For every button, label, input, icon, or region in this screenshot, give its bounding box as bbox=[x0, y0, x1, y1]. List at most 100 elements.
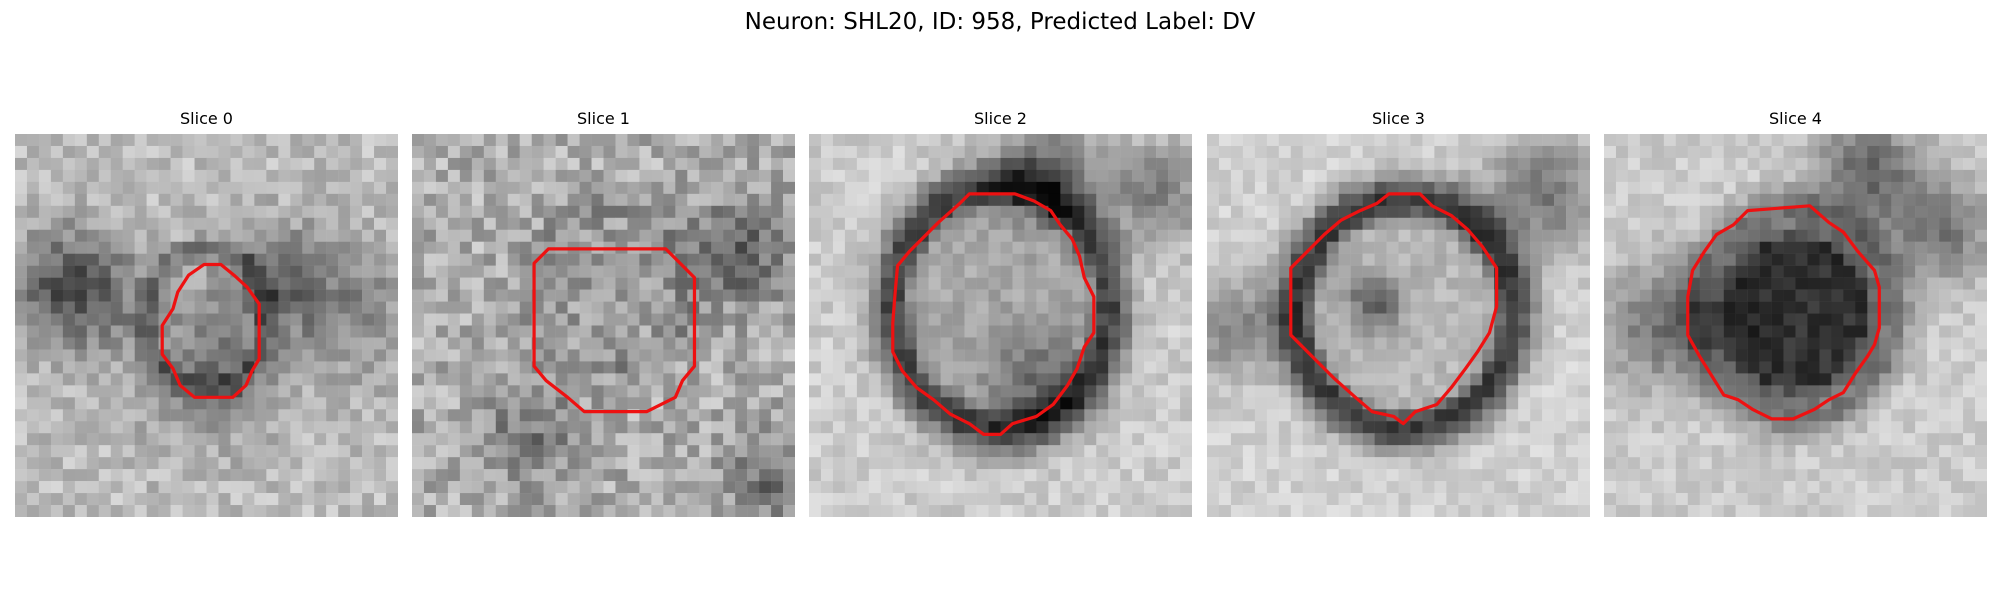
pixel bbox=[1867, 397, 1880, 410]
pixel bbox=[122, 169, 135, 183]
pixel bbox=[880, 301, 894, 314]
pixel bbox=[639, 169, 652, 183]
pixel bbox=[1759, 181, 1772, 195]
pixel bbox=[663, 481, 676, 494]
pixel bbox=[519, 289, 532, 302]
pixel bbox=[423, 469, 437, 482]
pixel bbox=[783, 145, 795, 159]
pixel bbox=[1362, 505, 1375, 517]
pixel bbox=[555, 349, 568, 362]
pixel bbox=[1060, 361, 1073, 374]
pixel bbox=[687, 433, 700, 446]
pixel bbox=[1470, 409, 1483, 422]
pixel bbox=[603, 253, 616, 266]
pixel bbox=[1338, 205, 1351, 219]
pixel bbox=[1604, 301, 1617, 314]
pixel bbox=[809, 217, 822, 230]
pixel bbox=[1723, 134, 1736, 147]
pixel bbox=[386, 277, 398, 290]
pixel bbox=[1687, 361, 1700, 374]
pixel bbox=[483, 349, 497, 362]
pixel bbox=[1903, 433, 1916, 446]
pixel bbox=[98, 265, 111, 278]
pixel bbox=[591, 481, 604, 494]
pixel bbox=[1266, 265, 1280, 278]
pixel bbox=[976, 181, 989, 195]
pixel bbox=[1795, 169, 1808, 183]
pixel bbox=[1855, 181, 1868, 195]
pixel bbox=[495, 373, 508, 386]
pixel bbox=[194, 409, 207, 422]
pixel bbox=[278, 229, 291, 242]
pixel bbox=[1446, 421, 1459, 434]
pixel bbox=[1963, 409, 1976, 422]
pixel bbox=[1807, 205, 1820, 219]
pixel bbox=[1072, 145, 1085, 159]
pixel bbox=[1651, 193, 1665, 207]
pixel bbox=[663, 181, 676, 195]
pixel bbox=[1386, 241, 1399, 254]
pixel bbox=[1314, 385, 1327, 398]
pixel bbox=[1362, 373, 1375, 386]
pixel bbox=[771, 193, 784, 207]
pixel bbox=[1530, 433, 1543, 446]
pixel bbox=[86, 289, 100, 302]
pixel bbox=[1494, 313, 1507, 326]
pixel bbox=[976, 373, 989, 386]
pixel bbox=[531, 421, 544, 434]
pixel bbox=[459, 469, 473, 482]
pixel bbox=[1108, 325, 1121, 338]
pixel bbox=[856, 481, 870, 494]
pixel bbox=[1108, 157, 1121, 171]
pixel bbox=[1060, 457, 1073, 470]
pixel bbox=[326, 349, 339, 362]
pixel bbox=[1144, 361, 1157, 374]
pixel bbox=[651, 134, 664, 147]
pixel bbox=[62, 157, 76, 171]
pixel bbox=[1518, 373, 1531, 386]
pixel bbox=[1566, 289, 1579, 302]
pixel bbox=[1254, 205, 1268, 219]
pixel bbox=[1036, 301, 1049, 314]
pixel bbox=[1012, 337, 1025, 350]
pixel bbox=[38, 373, 52, 386]
pixel bbox=[1362, 134, 1375, 147]
pixel bbox=[218, 445, 231, 458]
pixel bbox=[1807, 445, 1820, 458]
pixel bbox=[471, 385, 485, 398]
pixel bbox=[1024, 253, 1037, 266]
pixel bbox=[326, 145, 339, 159]
pixel bbox=[447, 277, 461, 290]
pixel bbox=[326, 265, 339, 278]
pixel bbox=[38, 493, 52, 506]
pixel bbox=[809, 325, 822, 338]
pixel bbox=[1338, 325, 1351, 338]
pixel bbox=[579, 481, 592, 494]
pixel bbox=[832, 349, 846, 362]
pixel bbox=[1639, 134, 1653, 147]
pixel bbox=[278, 445, 291, 458]
pixel bbox=[1207, 193, 1220, 207]
pixel bbox=[1927, 145, 1940, 159]
pixel bbox=[868, 325, 882, 338]
pixel bbox=[1687, 145, 1700, 159]
pixel bbox=[1975, 313, 1987, 326]
pixel bbox=[1446, 253, 1459, 266]
pixel bbox=[1207, 229, 1220, 242]
pixel bbox=[1604, 433, 1617, 446]
pixel bbox=[374, 253, 387, 266]
pixel bbox=[1554, 361, 1567, 374]
pixel bbox=[1024, 373, 1037, 386]
pixel bbox=[146, 385, 159, 398]
pixel bbox=[314, 169, 327, 183]
pixel bbox=[302, 397, 315, 410]
pixel bbox=[579, 361, 592, 374]
pixel bbox=[1711, 433, 1724, 446]
pixel bbox=[1024, 433, 1037, 446]
pixel bbox=[1843, 289, 1856, 302]
pixel bbox=[1831, 181, 1844, 195]
pixel bbox=[711, 505, 724, 517]
pixel bbox=[338, 169, 351, 183]
pixel bbox=[459, 157, 473, 171]
pixel bbox=[771, 337, 784, 350]
